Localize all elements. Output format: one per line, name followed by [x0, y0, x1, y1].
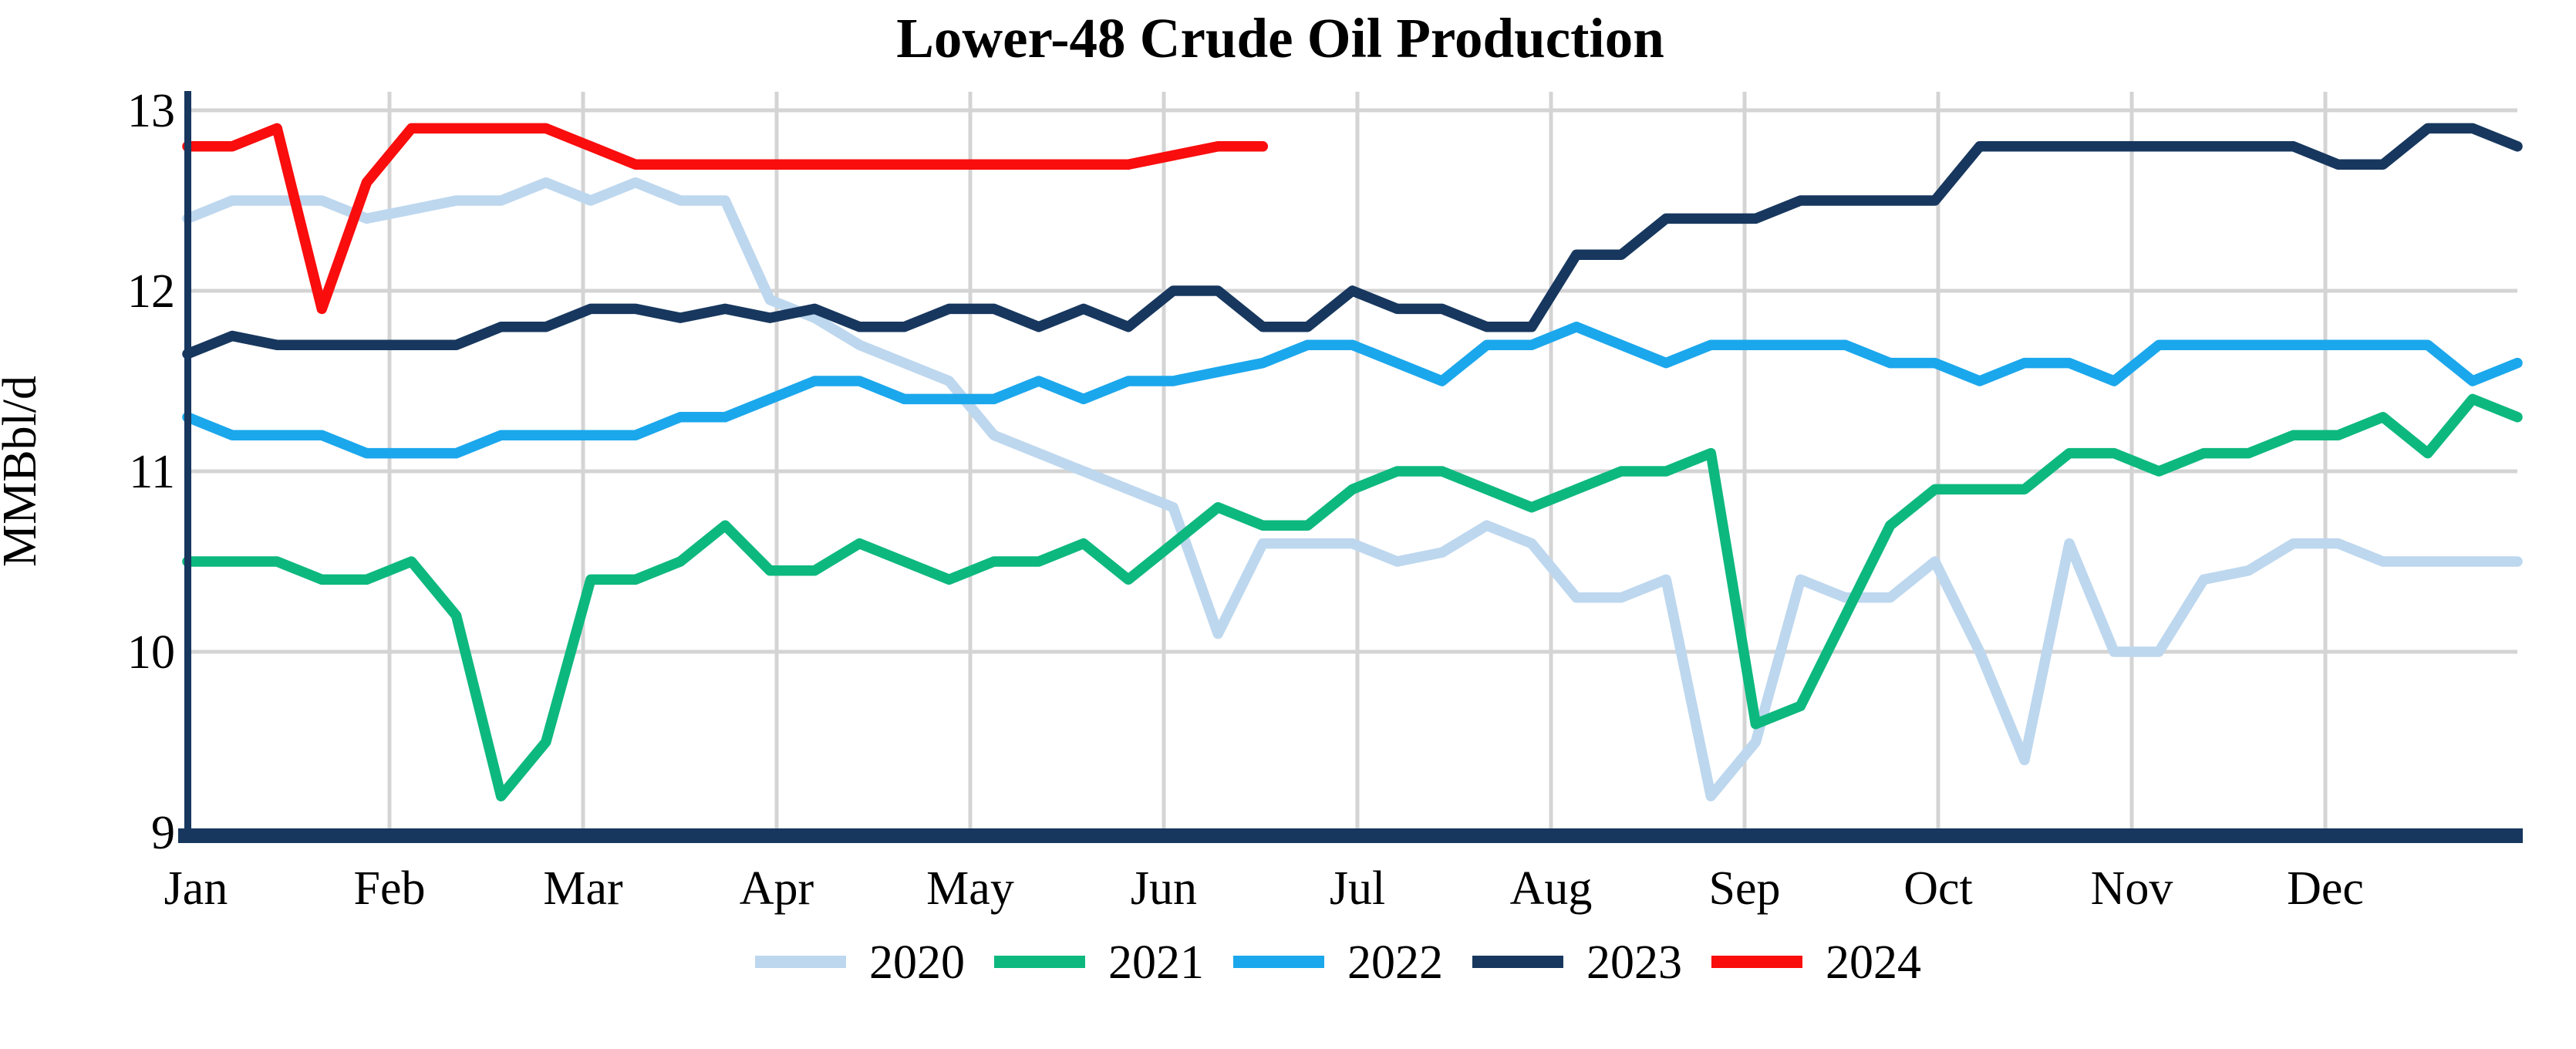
- legend-item-2023: 2023: [1472, 936, 1682, 989]
- legend-label-2021: 2021: [1108, 936, 1204, 989]
- x-tick-label-jul: Jul: [1330, 862, 1385, 915]
- legend-item-2024: 2024: [1711, 936, 1921, 989]
- legend-swatch-2024: [1711, 956, 1802, 968]
- y-tick-label-9: 9: [151, 807, 175, 859]
- x-axis-line: [178, 828, 2523, 843]
- x-tick-label-jun: Jun: [1131, 862, 1197, 915]
- x-tick-label-apr: Apr: [740, 862, 814, 915]
- x-tick-label-feb: Feb: [354, 862, 426, 915]
- x-tick-label-aug: Aug: [1510, 862, 1593, 915]
- legend-swatch-2021: [994, 956, 1085, 968]
- x-tick-label-nov: Nov: [2091, 862, 2173, 915]
- x-tick-label-may: May: [926, 862, 1014, 915]
- y-tick-label-11: 11: [129, 446, 175, 498]
- gridlines: [187, 92, 2517, 830]
- series-line-2023: [182, 123, 2523, 359]
- chart-title: Lower-48 Crude Oil Production: [896, 7, 1664, 69]
- series-line-2024: [182, 123, 1269, 315]
- x-tick-label-mar: Mar: [543, 862, 623, 915]
- y-axis-line: [184, 91, 191, 837]
- y-tick-label-10: 10: [127, 626, 175, 679]
- legend-label-2024: 2024: [1826, 936, 1921, 989]
- legend-item-2022: 2022: [1233, 936, 1443, 989]
- y-tick-label-13: 13: [127, 85, 175, 137]
- series-lines: [182, 123, 2523, 801]
- legend-item-2021: 2021: [994, 936, 1204, 989]
- axes: [178, 91, 2523, 843]
- x-tick-labels: Jan Feb Mar Apr May Jun Jul Aug Sep Oct Nov Dec: [164, 862, 2364, 915]
- legend: 2020 2021 2022 2023 2024: [755, 936, 1921, 989]
- x-tick-label-jan: Jan: [164, 862, 228, 915]
- x-tick-label-dec: Dec: [2287, 862, 2364, 915]
- y-tick-label-12: 12: [127, 265, 175, 318]
- y-tick-labels: 9 10 11 12 13: [127, 85, 175, 859]
- series-line-2021: [182, 393, 2523, 801]
- series-line-2022: [182, 322, 2523, 459]
- legend-label-2020: 2020: [869, 936, 965, 989]
- legend-swatch-2020: [755, 956, 846, 968]
- x-tick-label-sep: Sep: [1709, 862, 1781, 915]
- legend-label-2023: 2023: [1586, 936, 1682, 989]
- x-tick-label-oct: Oct: [1903, 862, 1973, 915]
- legend-label-2022: 2022: [1347, 936, 1443, 989]
- legend-swatch-2023: [1472, 956, 1563, 968]
- y-axis-title: MMBbl/d: [0, 376, 46, 567]
- legend-swatch-2022: [1233, 956, 1324, 968]
- series-line-2020: [182, 177, 2523, 801]
- legend-item-2020: 2020: [755, 936, 965, 989]
